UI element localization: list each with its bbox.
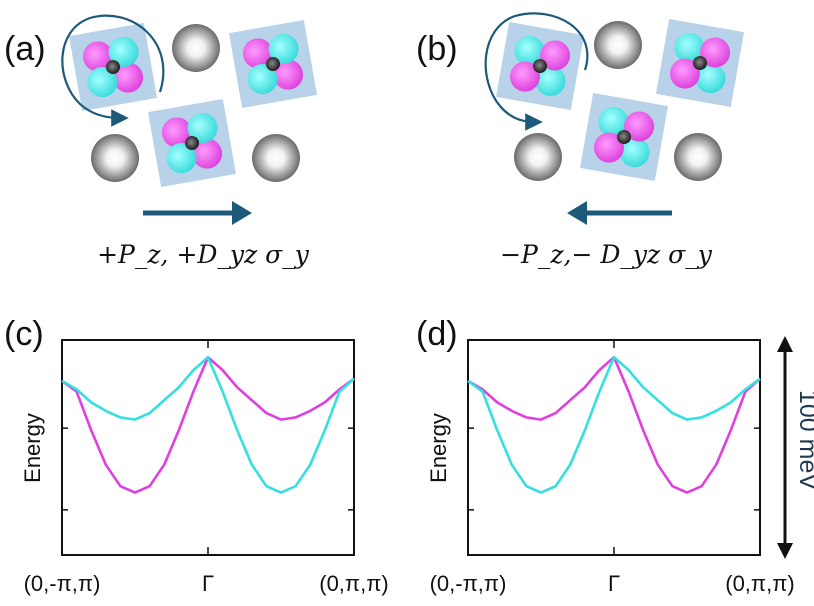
scale-bar-label: 100 meV [794,390,814,490]
arrowhead-up-icon [777,336,793,352]
panel-c: (c) Energy (0,-π,π) Γ (0,π,π) [4,315,389,596]
panel-b-caption: −P_z,− D_yz σ_y [500,240,713,269]
chart-c [61,340,355,555]
band-cyan-line [61,355,355,494]
panel-c-label: (c) [4,315,44,353]
panel-b: (b) −P_z,− D_yz σ_y [416,12,745,269]
y-axis-title: Energy [20,413,45,483]
panel-d-label: (d) [416,315,458,353]
arrowhead-down-icon [777,543,793,559]
orbital-tile [68,22,158,112]
plot-frame [467,339,761,556]
orbital-tile [147,98,237,188]
orbital-tile [655,18,745,108]
arrowhead-right-icon [232,201,252,225]
panel-d: (d) Energy (0,-π,π) Γ (0,π,π) 100 meV [416,315,814,596]
rotation-arrow-icon [61,14,165,127]
arrowhead-left-icon [567,201,587,225]
x-tick-label: (0,-π,π) [24,571,101,596]
y-axis-title: Energy [426,413,451,483]
atom [91,24,300,182]
x-tick-label: (0,π,π) [725,571,794,596]
orbital-tile [228,19,318,109]
band-magenta-line [467,355,761,494]
orbital-tile [579,92,669,182]
plot-frame [61,339,355,556]
atom [514,21,722,181]
panel-b-label: (b) [416,30,458,68]
x-tick-label: (0,-π,π) [430,571,507,596]
band-cyan-line [467,355,761,494]
rotation-arrow-icon [484,12,589,131]
panel-a-caption: +P_z, +D_yz σ_y [97,240,310,269]
x-tick-label: (0,π,π) [319,571,388,596]
x-tick-label: Γ [608,571,620,596]
band-magenta-line [61,355,355,494]
chart-d [467,340,761,555]
panel-a: (a) +P_z, +D_yz σ_y [4,14,318,269]
x-tick-label: Γ [202,571,214,596]
panel-a-label: (a) [4,30,46,68]
orbital-tile [495,21,585,111]
